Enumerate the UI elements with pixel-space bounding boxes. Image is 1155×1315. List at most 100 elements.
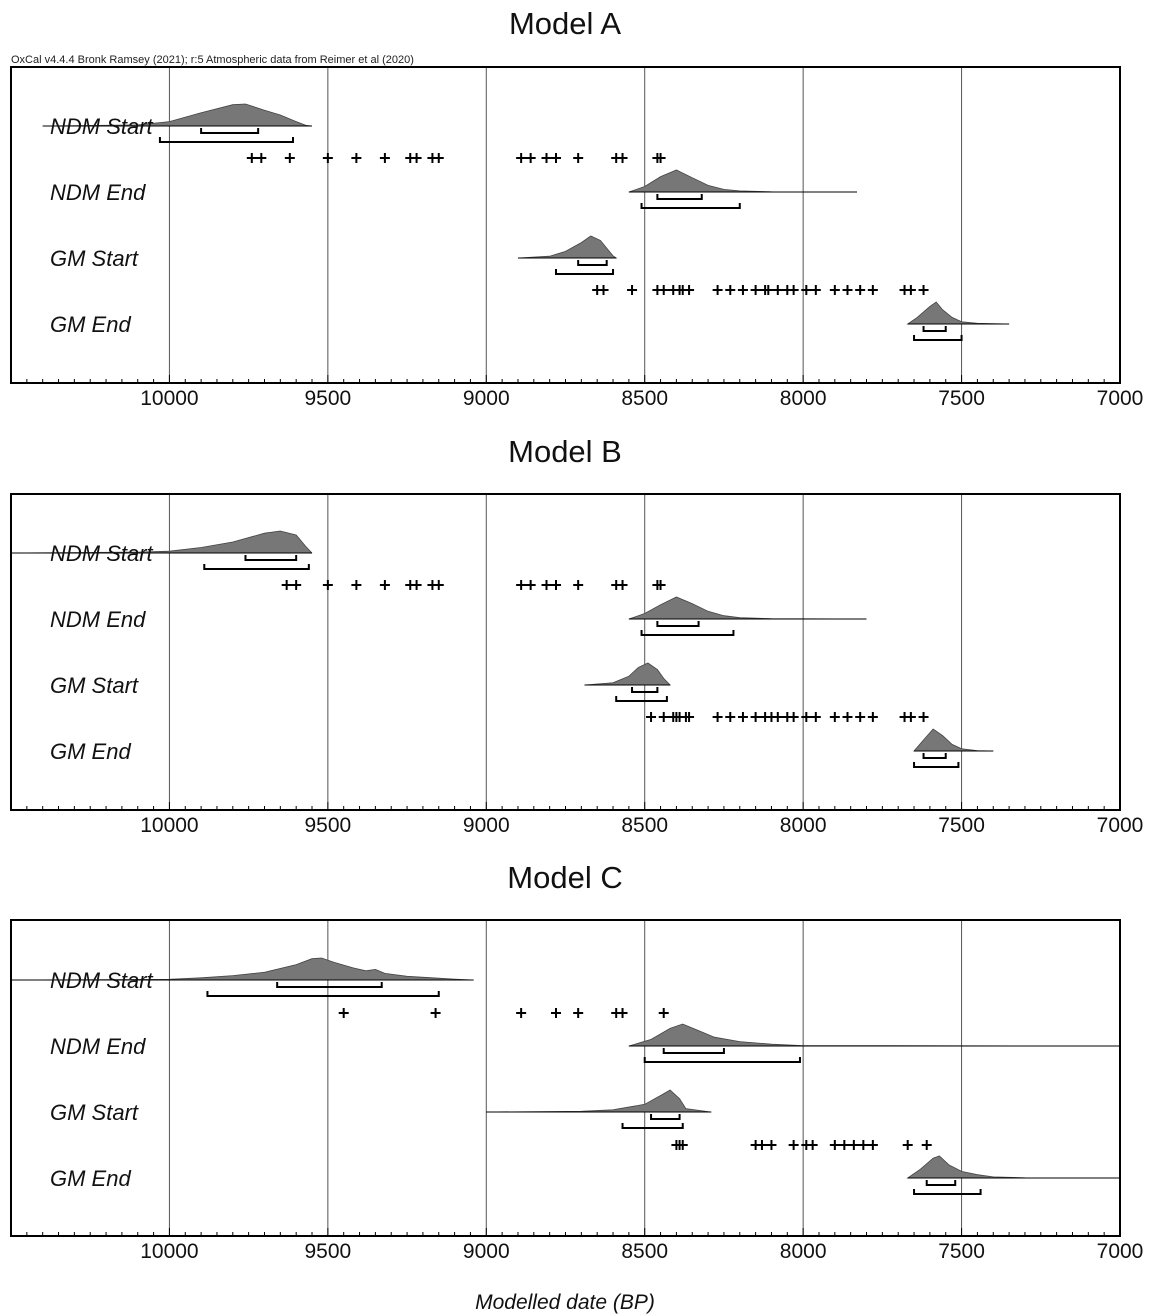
date-marker [788,712,799,722]
date-marker [550,580,561,590]
x-tick-label: 7000 [1097,387,1144,410]
hpd-68-bracket [925,1180,957,1186]
date-marker [867,285,878,295]
date-marker [842,712,853,722]
model-panel-3: Model C 10000 9500 9000 8500 8000 7500 7000 NDM … [10,860,1144,1263]
date-marker [351,580,362,590]
hpd-68-bracket [656,621,700,627]
x-tick-label: 10000 [140,1240,198,1263]
x-tick-label: 7000 [1097,1240,1144,1263]
date-marker [788,1140,799,1150]
plot-frame [10,493,1121,811]
date-marker [541,153,552,163]
x-tick-label: 7500 [938,387,985,410]
date-marker [712,712,723,722]
hpd-68-bracket [631,687,659,693]
hpd-95-bracket [158,137,295,143]
date-marker [921,1140,932,1150]
row-ndm-end: NDM End [50,596,867,636]
plot-frame [10,919,1121,1237]
date-marker [725,285,736,295]
x-tick-label: 8000 [780,814,827,837]
date-marker [829,285,840,295]
model-panels: Model A 10000 9500 9000 8500 8000 7500 7000 NDM … [10,6,1144,1263]
row-ndm-start: NDM Start [10,530,666,590]
date-marker [525,153,536,163]
date-marker [801,712,812,722]
hpd-68-bracket [922,753,947,759]
row-label: GM End [50,312,131,337]
date-marker [433,580,444,590]
date-marker [772,285,783,295]
hpd-95-bracket [640,630,735,636]
date-marker [829,1140,840,1150]
x-tick-label: 7500 [938,814,985,837]
date-marker [617,1008,628,1018]
x-tick-label: 9500 [304,814,351,837]
x-tick-label: 8000 [780,387,827,410]
row-gm-end: GM End [50,1155,1121,1195]
plot-frame [10,66,1121,384]
date-marker [291,580,302,590]
x-tick-label: 8500 [621,814,668,837]
posterior-distribution [913,728,994,752]
hpd-95-bracket [643,1057,801,1063]
date-marker [322,580,333,590]
date-marker [756,1140,767,1150]
row-label: NDM Start [50,541,154,566]
date-marker [772,712,783,722]
date-marker [246,153,257,163]
hpd-68-bracket [662,1048,725,1054]
row-label: NDM End [50,1034,146,1059]
date-marker [617,580,628,590]
hpd-95-bracket [913,335,963,341]
posterior-distribution [486,1089,712,1113]
hpd-68-bracket [244,555,298,561]
date-marker [430,1008,441,1018]
date-marker [902,1140,913,1150]
date-marker [737,285,748,295]
date-marker [573,153,584,163]
model-panel-1: Model A 10000 9500 9000 8500 8000 7500 7000 NDM … [10,6,1144,410]
hpd-95-bracket [615,696,668,702]
date-marker [905,285,916,295]
date-marker [541,580,552,590]
date-marker [905,712,916,722]
hpd-68-bracket [650,1114,681,1120]
row-label: GM Start [50,673,139,698]
date-marker [810,712,821,722]
date-marker [598,285,609,295]
hpd-68-bracket [922,326,947,332]
date-marker [763,285,774,295]
date-marker [433,153,444,163]
hpd-68-bracket [276,982,383,988]
date-marker [655,153,666,163]
date-marker [411,580,422,590]
date-marker [573,1008,584,1018]
hpd-68-bracket [656,194,703,200]
row-gm-end: GM End [50,301,1010,341]
row-gm-start: GM Start [50,1089,932,1150]
x-tick-label: 10000 [140,387,198,410]
row-ndm-start: NDM Start [10,957,669,1018]
date-marker [677,1140,688,1150]
date-marker [658,285,669,295]
date-marker [842,285,853,295]
date-marker [684,712,695,722]
date-marker [658,1008,669,1018]
row-label: GM End [50,1166,131,1191]
hpd-68-bracket [200,128,260,134]
posterior-distribution [628,1023,1121,1047]
row-ndm-end: NDM End [50,1023,1121,1063]
date-marker [858,1140,869,1150]
row-ndm-start: NDM Start [42,103,666,163]
date-marker [338,1008,349,1018]
posterior-distribution [584,662,672,686]
date-marker [810,285,821,295]
hpd-95-bracket [640,203,741,209]
date-marker [684,285,695,295]
date-marker [379,580,390,590]
row-gm-start: GM Start [50,662,929,722]
date-marker [379,153,390,163]
hpd-95-bracket [913,1189,982,1195]
